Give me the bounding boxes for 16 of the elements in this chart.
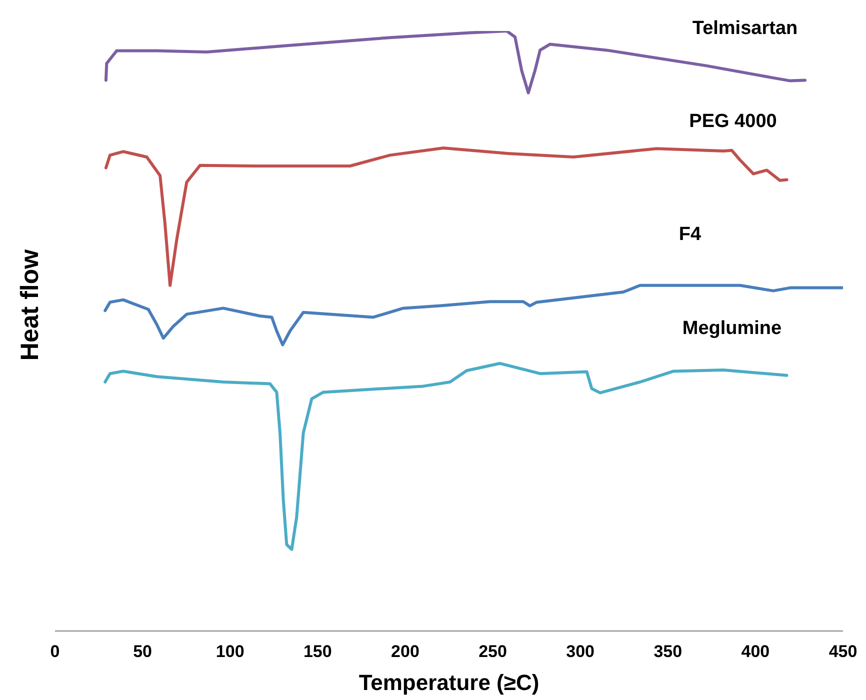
x-tick-label: 150 — [303, 642, 332, 662]
x-tick-label: 250 — [478, 642, 507, 662]
text: F4 — [678, 224, 702, 245]
x-tick-label: 50 — [133, 642, 152, 662]
x-axis-title: Temperature (≥C) — [358, 670, 540, 695]
series-label: Telmisartan — [692, 18, 798, 39]
x-tick-label: 450 — [828, 642, 858, 662]
x-tick-label: 200 — [391, 642, 420, 662]
x-tick-label: 100 — [216, 642, 244, 662]
x-tick-label: 300 — [566, 642, 595, 662]
series-label: PEG 4000 — [689, 111, 777, 132]
x-tick-label: 350 — [654, 642, 682, 662]
y-axis-title: Heat flow — [16, 248, 44, 361]
x-tick-label: 400 — [741, 642, 770, 662]
series-label: Meglumine — [682, 318, 782, 339]
x-tick-label: 0 — [50, 642, 60, 662]
